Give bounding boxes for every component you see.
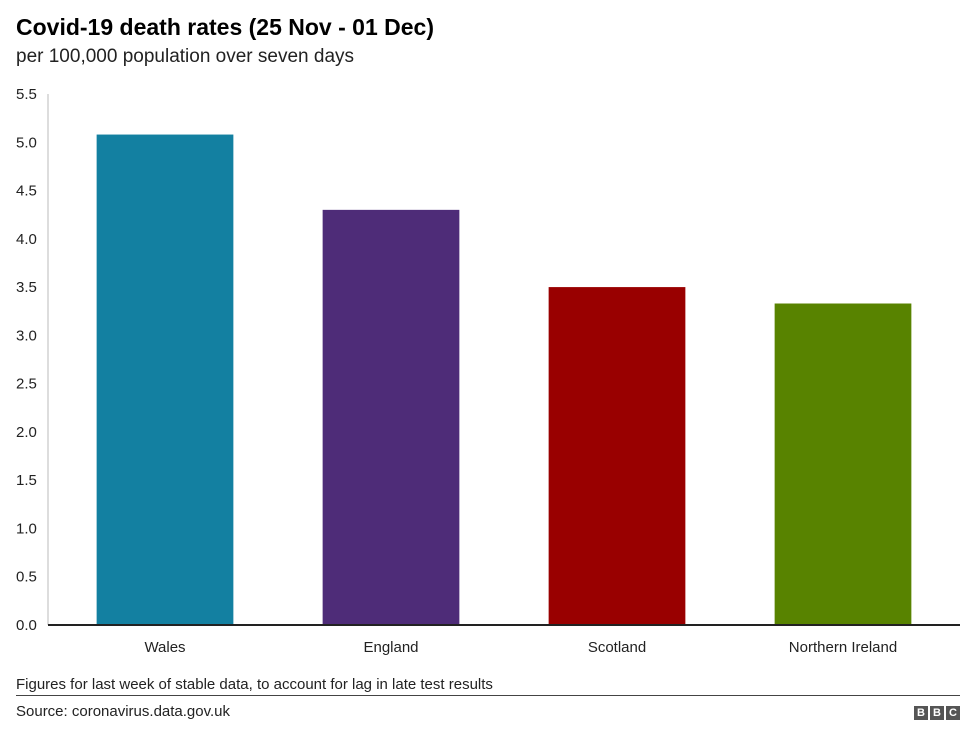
y-tick-label: 3.5: [16, 279, 37, 296]
footer-divider: [16, 695, 960, 696]
x-category-label: Northern Ireland: [789, 639, 897, 656]
bbc-logo-block: B: [914, 706, 928, 720]
y-tick-label: 0.5: [16, 569, 37, 586]
bar-northern-ireland: [774, 303, 912, 625]
bar-scotland: [548, 287, 686, 625]
x-category-label: Wales: [144, 639, 185, 656]
bar-chart: 0.0 0.5 1.0 1.5 2.0 2.5 3.0 3.5 4.0 4.5 5.0 5.5 Wal…: [16, 86, 960, 656]
x-category-label: England: [363, 639, 418, 656]
y-tick-label: 0.0: [16, 617, 37, 634]
x-category-label: Scotland: [588, 639, 646, 656]
bar-england: [322, 209, 460, 625]
bbc-logo: B B C: [914, 706, 960, 720]
footnote: Figures for last week of stable data, to…: [16, 676, 493, 693]
chart-title: Covid-19 death rates (25 Nov - 01 Dec): [16, 14, 434, 40]
y-tick-label: 2.0: [16, 424, 37, 441]
y-axis-ticks: 0.0 0.5 1.0 1.5 2.0 2.5 3.0 3.5 4.0 4.5 5.0 5.5: [16, 86, 37, 634]
chart-subtitle: per 100,000 population over seven days: [16, 46, 355, 67]
bbc-logo-block: B: [930, 706, 944, 720]
y-tick-label: 3.0: [16, 327, 37, 344]
bar-wales: [96, 134, 234, 626]
x-axis-category-labels: Wales England Scotland Northern Ireland: [144, 639, 897, 656]
y-tick-label: 1.5: [16, 472, 37, 489]
y-tick-label: 5.0: [16, 134, 37, 151]
bbc-logo-block: C: [946, 706, 960, 720]
bars: [96, 134, 912, 626]
source-credit: Source: coronavirus.data.gov.uk: [16, 703, 231, 720]
y-tick-label: 4.5: [16, 183, 37, 200]
y-tick-label: 1.0: [16, 520, 37, 537]
y-tick-label: 2.5: [16, 376, 37, 393]
y-tick-label: 4.0: [16, 231, 37, 248]
y-tick-label: 5.5: [16, 86, 37, 103]
